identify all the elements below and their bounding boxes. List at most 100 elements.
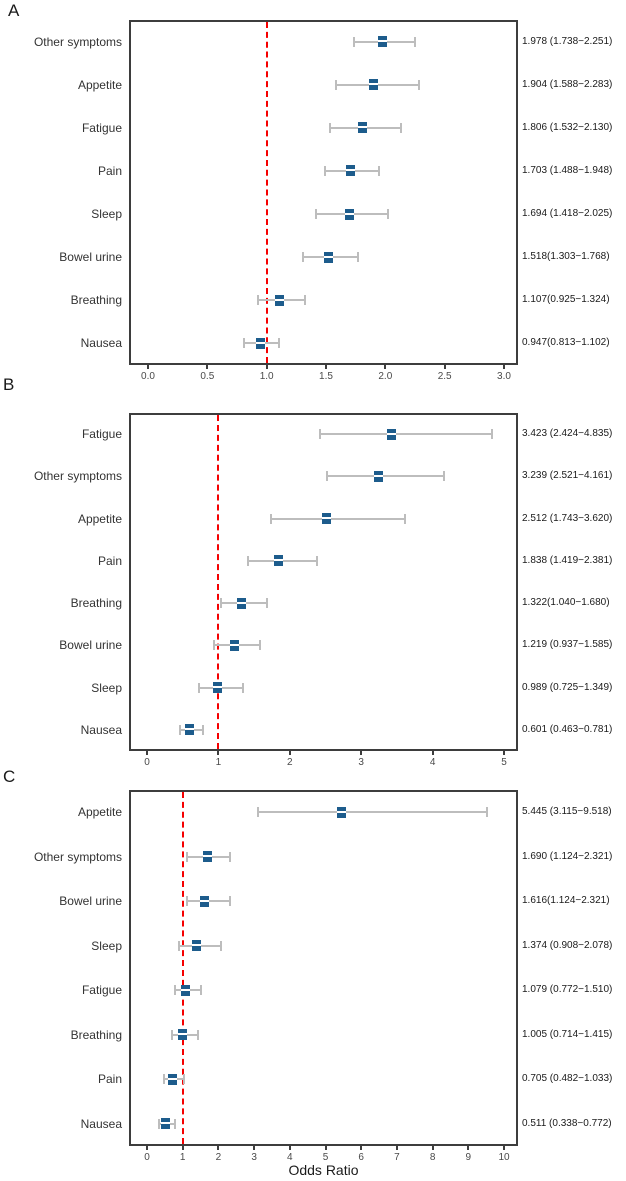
or-marker xyxy=(178,1029,188,1041)
row-label: Appetite xyxy=(77,805,122,820)
row-label: Pain xyxy=(97,1072,122,1087)
x-tick-label: 4 xyxy=(429,757,436,768)
ci-cap-left xyxy=(220,598,223,609)
x-tick-label: 8 xyxy=(429,1152,436,1163)
x-tick-label: 6 xyxy=(358,1152,364,1163)
x-tick-label: 2.0 xyxy=(378,371,393,382)
panel-b-letter: B xyxy=(3,375,15,394)
ci-cap-left xyxy=(257,807,260,818)
ci-cap-left xyxy=(270,513,273,524)
value-label: 0.705 (0.482−1.033) xyxy=(522,1073,613,1085)
ci-cap-right xyxy=(404,513,407,524)
ci-cap-right xyxy=(182,1074,185,1085)
x-tick xyxy=(467,1146,470,1150)
x-tick xyxy=(443,365,446,369)
ci-line xyxy=(271,517,406,520)
ci-cap-right xyxy=(316,555,318,566)
x-tick xyxy=(288,751,291,755)
ci-line xyxy=(326,475,445,478)
value-label: 1.219 (0.937−1.585) xyxy=(522,639,613,651)
ci-line xyxy=(258,811,487,814)
ci-cap-left xyxy=(256,295,259,306)
or-marker xyxy=(323,251,333,263)
x-tick-label: 0.5 xyxy=(200,371,215,382)
ci-cap-right xyxy=(491,429,494,440)
or-marker xyxy=(345,165,355,177)
ci-cap-right xyxy=(259,640,262,651)
row-label: Other symptoms xyxy=(33,469,122,484)
or-marker xyxy=(160,1118,170,1130)
row-label: Bowel urine xyxy=(59,638,122,653)
x-tick xyxy=(503,1146,505,1150)
ci-cap-left xyxy=(171,1029,174,1040)
row-label: Sleep xyxy=(91,938,122,953)
x-tick xyxy=(265,365,268,369)
x-axis-label: Odds Ratio xyxy=(288,1162,359,1178)
x-tick xyxy=(360,751,363,755)
x-tick xyxy=(360,1146,363,1150)
ci-cap-right xyxy=(304,295,307,306)
x-tick xyxy=(431,1146,434,1150)
x-tick xyxy=(181,1146,184,1150)
x-tick xyxy=(217,751,220,755)
row-label: Nausea xyxy=(80,722,122,737)
row-label: Sleep xyxy=(91,680,122,695)
value-label: 1.518(1.303−1.768) xyxy=(522,251,610,263)
ci-cap-left xyxy=(186,896,189,907)
value-label: 1.694 (1.418−2.025) xyxy=(522,208,613,220)
x-tick xyxy=(384,365,387,369)
ci-cap-right xyxy=(414,36,417,47)
ci-cap-right xyxy=(485,807,488,818)
x-tick xyxy=(253,1146,256,1150)
ci-cap-left xyxy=(315,209,318,220)
value-label: 1.838 (1.419−2.381) xyxy=(522,554,613,566)
x-tick-label: 9 xyxy=(465,1152,472,1163)
row-label: Nausea xyxy=(80,1116,122,1131)
or-marker xyxy=(229,639,239,651)
x-tick xyxy=(324,1146,327,1150)
or-marker xyxy=(202,851,212,863)
ci-cap-right xyxy=(399,122,402,133)
value-label: 1.904 (1.588−2.283) xyxy=(522,78,613,90)
x-tick xyxy=(503,751,505,755)
row-label: Appetite xyxy=(77,77,122,92)
x-tick xyxy=(288,1146,291,1150)
x-tick-label: 3.0 xyxy=(497,371,511,382)
row-label: Breathing xyxy=(70,1027,122,1042)
or-marker xyxy=(274,294,284,306)
row-label: Pain xyxy=(97,163,122,178)
ci-cap-left xyxy=(328,122,331,133)
value-label: 1.616(1.124−2.321) xyxy=(522,895,610,907)
ci-cap-right xyxy=(220,940,223,951)
row-label: Other symptoms xyxy=(33,849,122,864)
row-label: Pain xyxy=(97,553,122,568)
value-label: 3.423 (2.424−4.835) xyxy=(522,428,613,440)
x-tick-label: 2 xyxy=(215,1152,222,1163)
or-marker xyxy=(336,806,346,818)
ci-line xyxy=(320,433,493,436)
or-marker xyxy=(255,337,265,349)
x-tick-label: 1 xyxy=(215,757,222,768)
value-label: 0.989 (0.725−1.349) xyxy=(522,681,613,693)
ci-cap-right xyxy=(417,79,420,90)
x-tick-label: 5 xyxy=(501,757,507,768)
value-label: 1.690 (1.124−2.321) xyxy=(522,850,613,862)
plot-box xyxy=(129,20,518,365)
ci-cap-left xyxy=(325,471,328,482)
row-label: Fatigue xyxy=(81,427,122,442)
value-label: 0.511 (0.338−0.772) xyxy=(522,1117,612,1129)
ci-cap-right xyxy=(173,1118,176,1129)
ci-cap-right xyxy=(443,471,446,482)
ci-cap-right xyxy=(277,338,280,349)
ci-cap-left xyxy=(323,165,326,176)
ci-cap-left xyxy=(179,724,182,735)
or-marker xyxy=(185,724,195,736)
x-tick xyxy=(147,365,149,369)
x-tick xyxy=(217,1146,220,1150)
ci-cap-left xyxy=(247,555,250,566)
ci-cap-left xyxy=(301,252,304,263)
or-marker xyxy=(386,428,396,440)
value-label: 1.374 (0.908−2.078) xyxy=(522,939,613,951)
ci-cap-right xyxy=(201,724,204,735)
x-tick-label: 2 xyxy=(287,757,293,768)
